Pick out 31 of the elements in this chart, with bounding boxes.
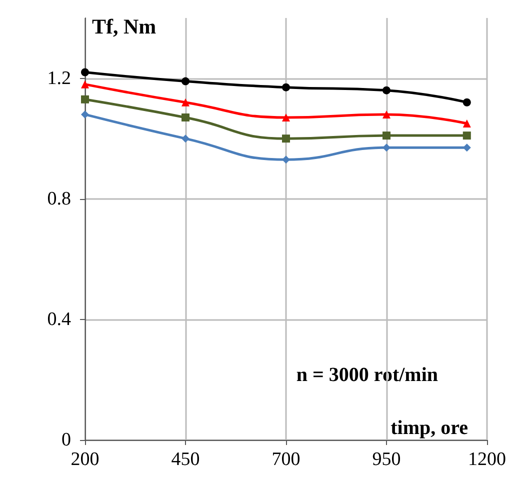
x-tick-label: 950 xyxy=(372,449,401,470)
point xyxy=(462,132,471,140)
y-tick-label: 1.2 xyxy=(47,68,71,89)
point xyxy=(182,77,190,86)
y-tick-label: 0.8 xyxy=(47,188,71,210)
y-axis-title: Tf, Nm xyxy=(92,14,157,38)
point xyxy=(81,80,89,88)
point xyxy=(182,134,190,143)
x-tick-label: 700 xyxy=(272,449,300,470)
point xyxy=(81,95,89,104)
annotation: n = 3000 rot/min xyxy=(296,364,438,386)
point xyxy=(382,132,390,140)
point xyxy=(382,86,390,94)
point xyxy=(81,110,89,118)
point xyxy=(81,68,89,76)
point xyxy=(182,98,190,106)
point xyxy=(462,120,471,128)
y-tick-label: 0 xyxy=(62,430,71,450)
x-tick-label: 1200 xyxy=(468,449,506,470)
point xyxy=(382,110,390,118)
y-tick-label: 0.4 xyxy=(47,308,72,330)
x-tick-label: 450 xyxy=(171,449,200,470)
x-tick-label: 200 xyxy=(70,449,100,470)
point xyxy=(282,134,290,143)
x-axis-title: timp, ore xyxy=(390,417,468,439)
point xyxy=(462,98,471,106)
point xyxy=(282,156,290,164)
point xyxy=(182,113,190,122)
point xyxy=(382,144,390,152)
point xyxy=(282,83,290,92)
point xyxy=(282,113,290,122)
